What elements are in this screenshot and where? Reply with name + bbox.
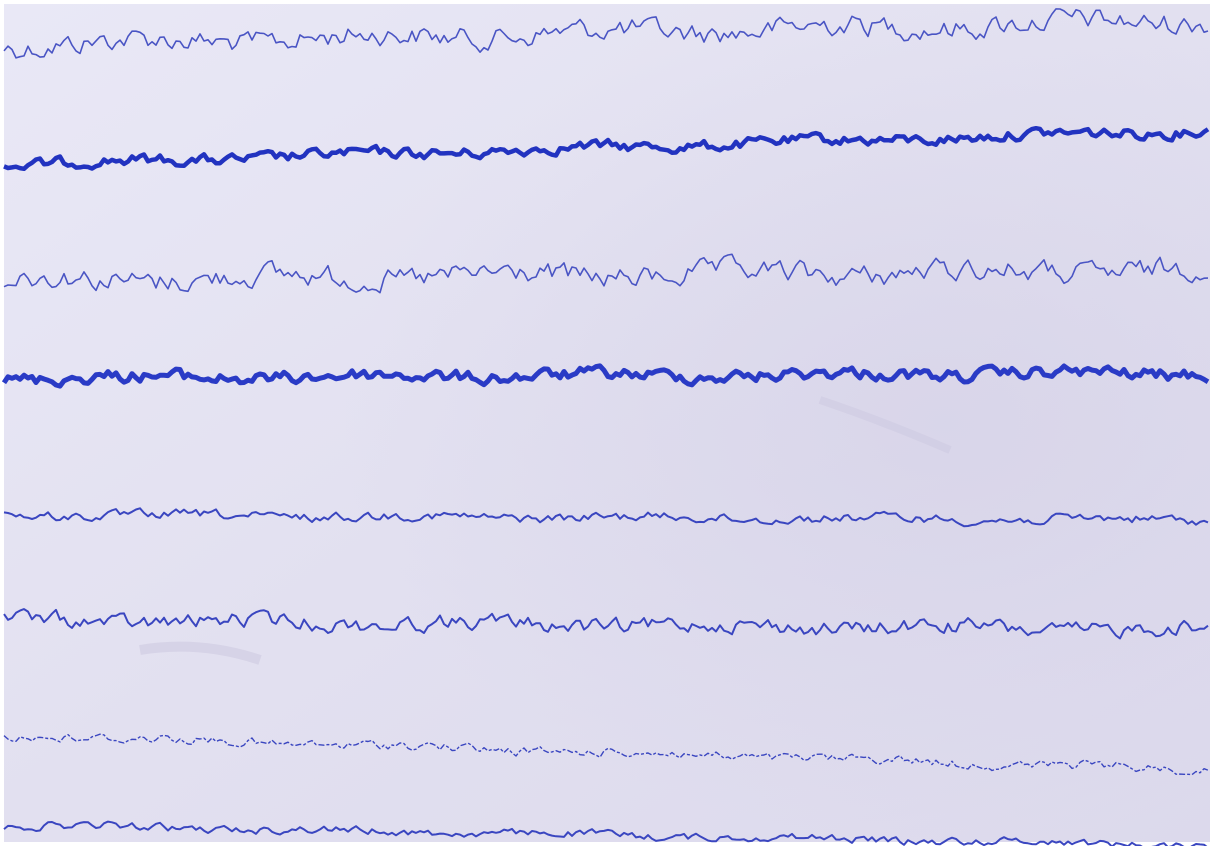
eeg-trace <box>3 8 1209 59</box>
eeg-trace <box>3 733 1209 776</box>
eeg-trace <box>3 125 1210 172</box>
eeg-trace <box>1 363 1210 389</box>
paper-crease <box>139 641 262 665</box>
paper-crease <box>818 396 952 454</box>
eeg-trace <box>3 507 1209 528</box>
traces <box>1 8 1210 846</box>
eeg-trace <box>3 608 1209 640</box>
eeg-trace <box>3 253 1209 294</box>
paper-shade <box>4 4 1210 842</box>
eeg-trace <box>3 820 1208 846</box>
